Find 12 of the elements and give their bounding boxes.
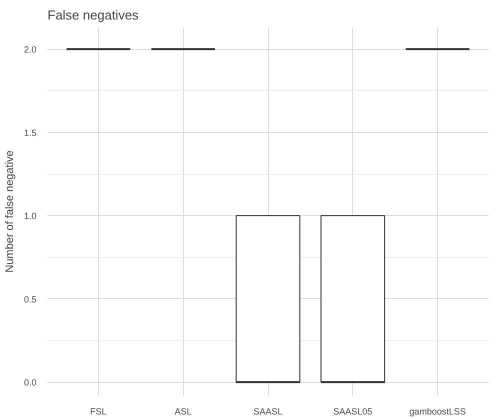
y-tick-label: 1.5 bbox=[24, 128, 37, 138]
y-tick-label: 0.5 bbox=[24, 294, 37, 304]
y-axis-title: Number of false negative bbox=[4, 150, 16, 273]
chart-title: False negatives bbox=[48, 8, 140, 22]
x-tick-label: gamboostLSS bbox=[409, 406, 466, 416]
y-tick-label: 2.0 bbox=[24, 44, 37, 55]
y-tick-label: 0.0 bbox=[24, 378, 37, 388]
x-tick-label: SAASL bbox=[253, 406, 283, 416]
x-tick-label: SAASL05 bbox=[333, 406, 372, 416]
y-tick-label: 1.0 bbox=[24, 211, 37, 222]
x-tick-label: FSL bbox=[90, 406, 107, 416]
x-tick-label: ASL bbox=[174, 406, 192, 416]
